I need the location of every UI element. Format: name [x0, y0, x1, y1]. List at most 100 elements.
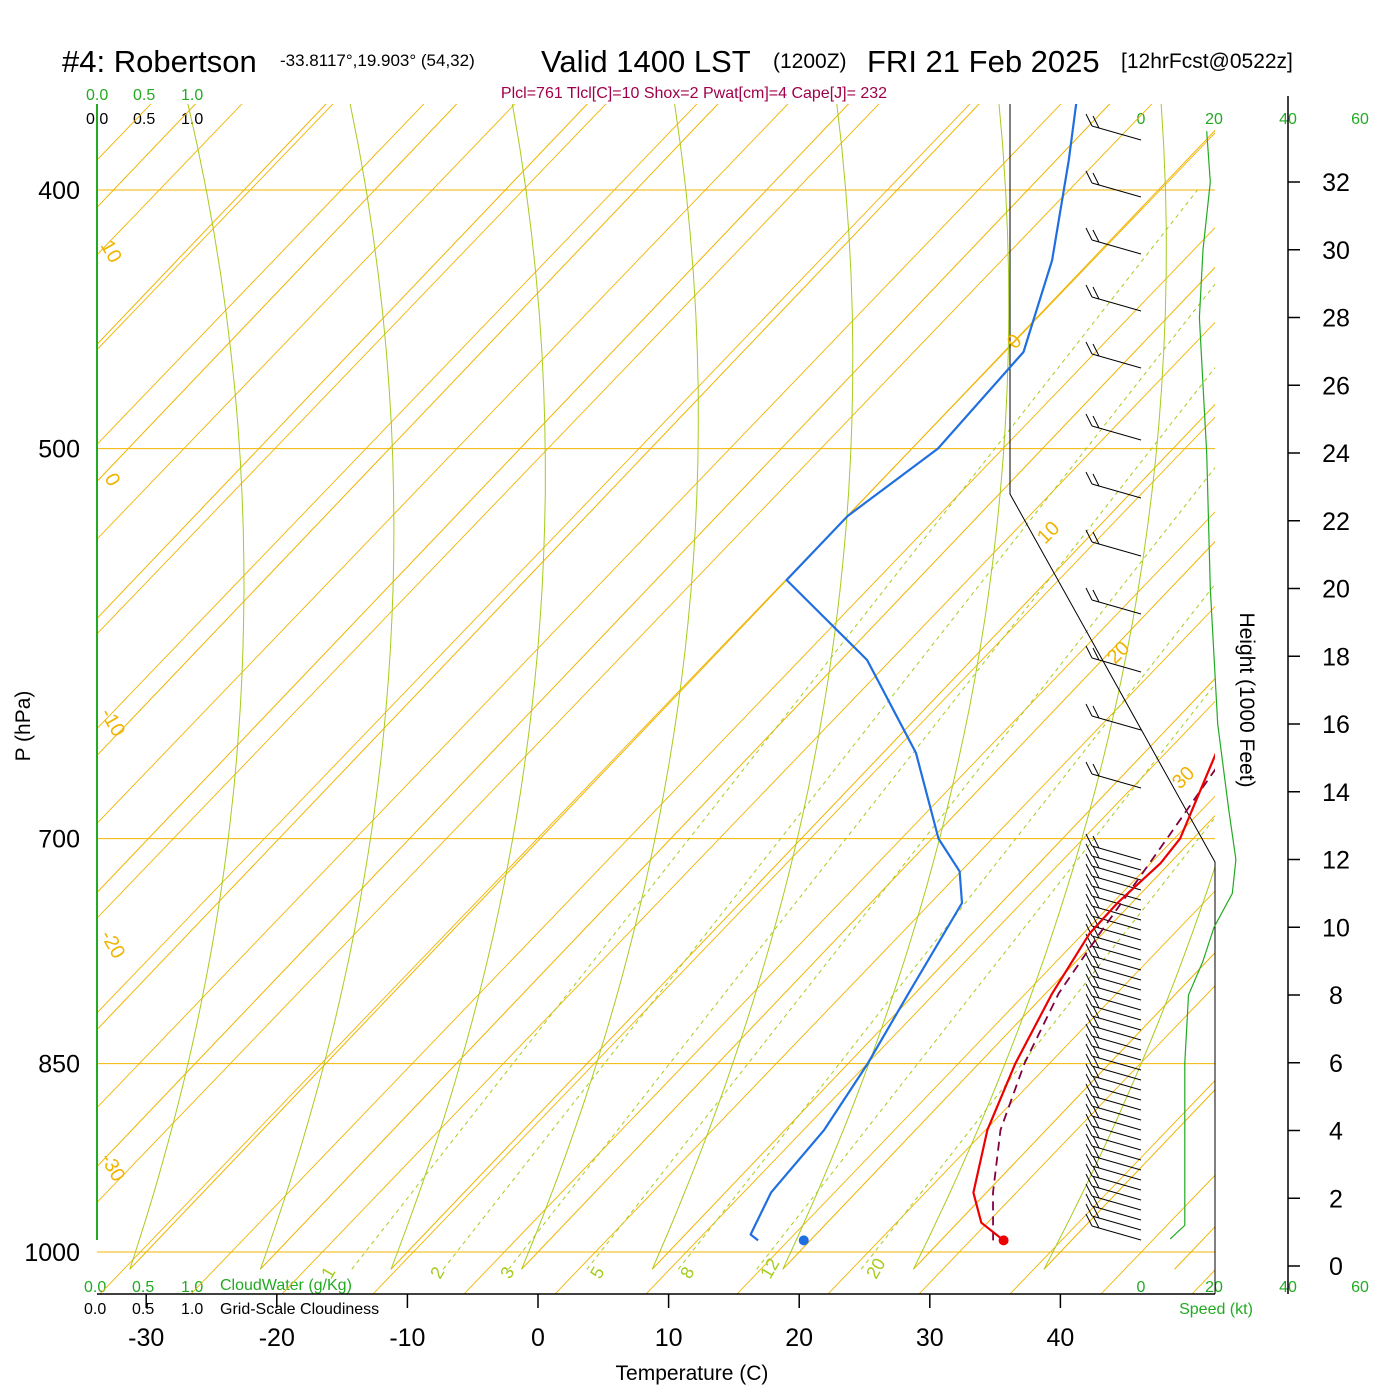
wind-barb-flag: [1085, 587, 1093, 601]
surface-dewpoint-marker: [798, 1235, 809, 1246]
wind-barb-flag: [1085, 883, 1093, 897]
isotherm-10: [651, 677, 1215, 1270]
temp-tick-label: -20: [259, 1324, 295, 1352]
mixing-ratio-label: 8: [676, 1263, 698, 1282]
isotherm--90: [97, 104, 458, 483]
dry-adiabat: [97, 104, 1062, 1109]
dry-adiabat: [97, 104, 334, 351]
wind-barb-flag: [1085, 1103, 1093, 1117]
mixing-ratio-line: [677, 583, 1215, 1270]
speed-tick-bottom-1: 20: [1205, 1279, 1223, 1296]
wind-barb: [1091, 296, 1142, 312]
wind-barb-flag: [1085, 863, 1093, 877]
dry-adiabat: [645, 700, 1215, 1294]
dewpoint-profile-line: [749, 104, 1078, 1242]
height-tick-label: 2: [1329, 1185, 1343, 1213]
tropopause-line: [1009, 104, 1216, 1294]
speed-tick-bottom-3: 60: [1351, 1279, 1369, 1296]
wind-barb: [1091, 955, 1142, 971]
wind-barb-flag: [1085, 1183, 1093, 1197]
height-tick-label: 22: [1322, 508, 1350, 536]
wind-barb: [1091, 915, 1142, 931]
wind-barb-flag: [1085, 413, 1093, 427]
isotherm--40: [97, 104, 1111, 1168]
plot-frame: [96, 104, 1216, 1295]
dry-adiabat: [918, 985, 1215, 1294]
wind-barb: [1091, 483, 1142, 499]
wind-barb: [1091, 1115, 1142, 1131]
wind-speed-axis-top: 0 20 40 60: [1137, 111, 1369, 128]
dry-adiabat: [372, 416, 1215, 1294]
dry-adiabat: [97, 104, 698, 730]
wind-barb: [1091, 1175, 1142, 1191]
x-axis-title: Temperature (C): [616, 1362, 769, 1385]
wind-barb-flag: [1092, 945, 1100, 959]
mixing-ratio-line: [508, 366, 1215, 1270]
isotherm--10: [390, 403, 1215, 1270]
background-grid: [97, 104, 1215, 1294]
wind-barb-flag: [1085, 227, 1093, 241]
cloudiness-label: Grid-Scale Cloudiness: [220, 1301, 379, 1318]
wind-barb-flag: [1085, 923, 1093, 937]
cc-tick-top-2: 1.0: [181, 111, 203, 128]
wind-barb-flag: [1085, 170, 1093, 184]
wind-barb-flag: [1092, 1025, 1100, 1039]
wind-barb-flag: [1085, 1053, 1093, 1067]
cloudiness-scale-bottom: 0.0 0.5 1.0 Grid-Scale Cloudiness: [84, 1301, 379, 1318]
wind-barb: [1091, 945, 1142, 961]
isotherm--50: [97, 104, 980, 1031]
zulu-time: (1200Z): [773, 50, 847, 73]
dry-adiabat: [1191, 1269, 1215, 1294]
moist-adiabat: [259, 104, 395, 1270]
wind-barb-flag: [1085, 1043, 1093, 1057]
wind-barb-flag: [1092, 1215, 1100, 1229]
temp-tick-label: 30: [916, 1324, 944, 1352]
moist-adiabat: [651, 104, 854, 1270]
wind-barb-flag: [1085, 1013, 1093, 1027]
pressure-tick-label: 1000: [24, 1239, 80, 1267]
wind-barb-flag: [1085, 1193, 1093, 1207]
moist-adiabat: [782, 104, 1010, 1270]
wind-barb: [1091, 935, 1142, 951]
wind-barb-flag: [1092, 589, 1100, 603]
dry-adiabat: [99, 132, 1215, 1294]
wind-barb: [1091, 925, 1142, 941]
wind-barb: [1091, 865, 1142, 881]
cw-tick-bottom-2: 1.0: [181, 1279, 203, 1296]
height-tick-label: 26: [1322, 372, 1350, 400]
wind-barb-flag: [1092, 885, 1100, 899]
dry-adiabat: [554, 606, 1215, 1294]
wind-barb: [1091, 1105, 1142, 1121]
height-tick-label: 10: [1322, 914, 1350, 942]
wind-barb-flag: [1092, 286, 1100, 300]
station-title: #4: Robertson: [62, 44, 257, 79]
wind-barb-flag: [1092, 855, 1100, 869]
wind-barb-flag: [1092, 845, 1100, 859]
wind-barb-flag: [1092, 705, 1100, 719]
wind-barb: [1091, 715, 1142, 731]
speed-tick-top-3: 60: [1351, 111, 1369, 128]
height-tick-label: 0: [1329, 1253, 1343, 1281]
wind-barb-flag: [1092, 905, 1100, 919]
wind-barb-flag: [1085, 1073, 1093, 1087]
wind-barb: [1091, 239, 1142, 255]
temp-tick-label: 20: [785, 1324, 813, 1352]
wind-barb-flag: [1085, 1163, 1093, 1177]
dry-adiabat: [1009, 1079, 1215, 1294]
temp-tick-label: 0: [531, 1324, 545, 1352]
isotherm--70: [97, 104, 719, 757]
wind-barb-flag: [1085, 873, 1093, 887]
pressure-tick-label: 850: [38, 1051, 80, 1079]
dry-adiabat: [97, 104, 789, 825]
dry-adiabat: [97, 104, 971, 1014]
wind-barb-flag: [1092, 1185, 1100, 1199]
isotherm-label: -30: [96, 1150, 130, 1186]
wind-barb-flag: [1092, 1005, 1100, 1019]
wind-barb-flag: [1092, 835, 1100, 849]
wind-barb: [1091, 1135, 1142, 1151]
moist-adiabat: [912, 104, 1167, 1270]
wind-barb-flag: [1092, 473, 1100, 487]
wind-barb-flag: [1092, 1125, 1100, 1139]
wind-barb-flag: [1092, 1035, 1100, 1049]
isotherm-label: 20: [1103, 637, 1134, 668]
